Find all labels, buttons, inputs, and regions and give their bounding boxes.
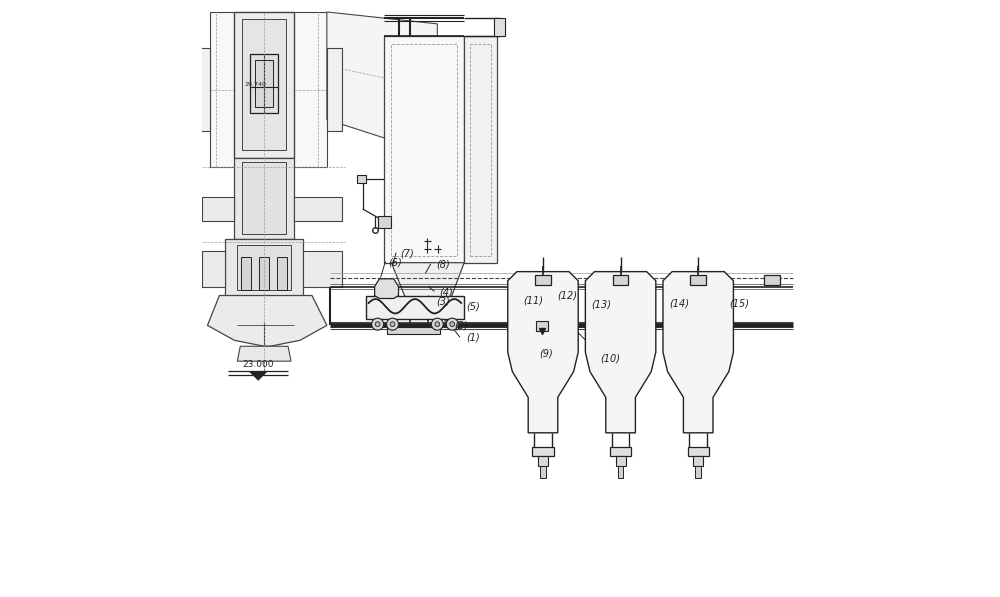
Bar xyxy=(225,239,303,296)
Bar xyxy=(610,447,631,456)
Bar xyxy=(242,19,286,150)
Text: (2): (2) xyxy=(454,321,468,330)
Bar xyxy=(616,456,626,466)
Bar xyxy=(303,251,342,287)
Text: 29.740: 29.740 xyxy=(244,82,266,87)
Bar xyxy=(538,456,548,466)
Text: (5): (5) xyxy=(466,301,480,311)
Circle shape xyxy=(372,318,384,330)
Bar xyxy=(250,54,278,113)
Bar xyxy=(693,456,703,466)
Text: 23.000: 23.000 xyxy=(242,360,274,369)
Text: (4): (4) xyxy=(439,288,453,297)
Bar xyxy=(532,447,554,456)
Polygon shape xyxy=(327,12,437,155)
Bar xyxy=(387,327,440,334)
Bar xyxy=(241,257,251,290)
Bar xyxy=(764,275,780,285)
Bar xyxy=(613,275,628,285)
Bar xyxy=(464,36,497,263)
Bar xyxy=(210,12,327,167)
Bar xyxy=(196,48,210,131)
Polygon shape xyxy=(207,296,327,346)
Circle shape xyxy=(435,322,440,327)
Circle shape xyxy=(390,322,395,327)
Bar xyxy=(535,275,551,285)
Text: (3): (3) xyxy=(436,297,450,306)
Bar xyxy=(536,321,548,331)
Text: (15): (15) xyxy=(729,298,749,308)
Circle shape xyxy=(387,318,399,330)
Bar xyxy=(237,245,291,290)
Bar xyxy=(366,296,464,319)
Bar xyxy=(234,12,294,158)
Bar xyxy=(494,18,505,36)
Bar xyxy=(327,48,342,131)
Bar xyxy=(540,466,546,478)
Bar xyxy=(357,175,366,183)
Circle shape xyxy=(431,318,443,330)
Text: (11): (11) xyxy=(523,296,543,305)
Bar xyxy=(695,466,701,478)
Bar xyxy=(618,466,623,478)
Bar xyxy=(242,162,286,234)
Text: (14): (14) xyxy=(669,298,689,308)
Text: (13): (13) xyxy=(591,300,611,309)
Bar xyxy=(277,257,287,290)
Polygon shape xyxy=(249,371,267,380)
Bar xyxy=(259,257,269,290)
Polygon shape xyxy=(391,263,464,310)
Polygon shape xyxy=(237,346,291,361)
Text: (10): (10) xyxy=(600,353,620,363)
Bar xyxy=(690,275,706,285)
Polygon shape xyxy=(663,272,733,433)
Text: (12): (12) xyxy=(557,291,577,300)
Text: (1): (1) xyxy=(466,333,480,342)
Bar xyxy=(202,251,225,287)
Text: (7): (7) xyxy=(401,249,414,259)
Bar xyxy=(391,44,457,256)
Bar xyxy=(470,44,491,256)
Polygon shape xyxy=(508,272,578,433)
Bar xyxy=(294,197,342,221)
Circle shape xyxy=(446,318,458,330)
Circle shape xyxy=(450,322,455,327)
Text: (6): (6) xyxy=(389,258,402,267)
Text: (8): (8) xyxy=(436,260,450,269)
Bar xyxy=(255,60,273,107)
Polygon shape xyxy=(375,279,399,298)
Bar xyxy=(202,197,234,221)
Bar xyxy=(378,216,391,228)
Circle shape xyxy=(375,322,380,327)
Bar xyxy=(234,158,294,239)
Text: (9): (9) xyxy=(540,349,553,358)
Bar xyxy=(384,36,464,263)
Bar xyxy=(688,447,709,456)
Polygon shape xyxy=(585,272,656,433)
